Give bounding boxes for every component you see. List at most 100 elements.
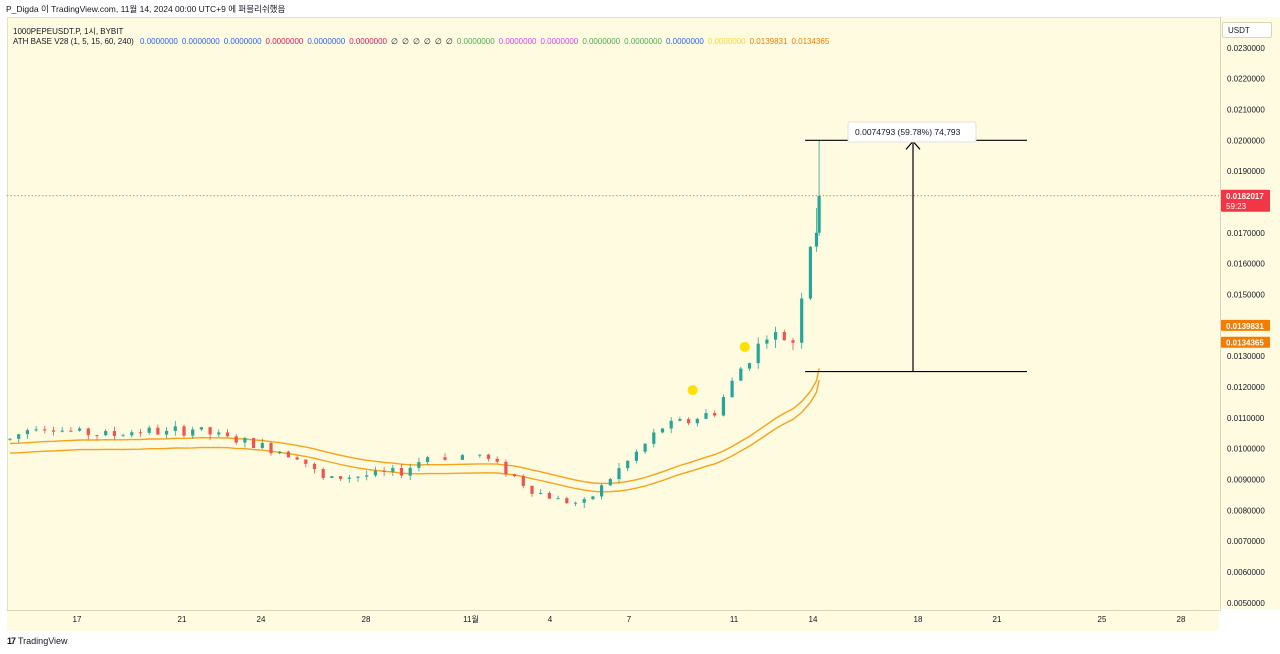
candle-body: [60, 430, 64, 432]
candle-body: [399, 467, 404, 476]
candle-body: [721, 397, 725, 416]
candle-body: [521, 476, 525, 486]
ma-band-upper: [9, 368, 820, 485]
price-tick-label: 0.0210000: [1227, 106, 1265, 115]
indicator-value: ∅: [445, 37, 453, 46]
candle-body: [504, 461, 508, 475]
price-tick-label: 0.0090000: [1227, 476, 1265, 485]
candle-body: [591, 496, 595, 500]
candle-body: [217, 432, 221, 435]
candle-body: [756, 343, 760, 364]
indicator-value: 0.0000000: [665, 37, 704, 46]
candle-body: [51, 430, 56, 432]
indicator-values: 0.0000000 0.0000000 0.0000000 0.0000000 0.00…: [140, 37, 833, 46]
candle-body: [199, 427, 203, 430]
candle-body: [495, 458, 499, 462]
candle-body: [486, 454, 491, 459]
candle-body: [565, 498, 569, 504]
time-tick-label: 21: [993, 615, 1002, 624]
candle-body: [817, 195, 821, 233]
candle-body: [191, 429, 195, 436]
candle-body: [626, 460, 630, 469]
candle-body: [643, 443, 647, 452]
candle-body: [573, 502, 578, 504]
tradingview-brand: TradingView: [18, 636, 68, 646]
candle-body: [765, 339, 769, 344]
candle-body: [138, 432, 143, 434]
tradingview-logo-icon: 17: [7, 636, 16, 646]
candle-body: [321, 469, 325, 478]
indicator-value: 0.0000000: [181, 37, 220, 46]
time-tick-label: 7: [627, 615, 632, 624]
price-tick-label: 0.0220000: [1227, 75, 1265, 84]
time-tick-label: 18: [914, 615, 923, 624]
indicator-price-label: 0.0134365: [1226, 339, 1264, 348]
candle-body: [747, 363, 752, 369]
time-tick-label: 11월: [463, 614, 479, 624]
currency-unit-label[interactable]: USDT: [1222, 22, 1272, 38]
candle-body: [286, 451, 290, 458]
price-tick-label: 0.0230000: [1227, 44, 1265, 53]
candle-body: [800, 298, 804, 343]
candle-body: [539, 492, 543, 494]
candle-body: [704, 413, 708, 419]
candle-body: [252, 438, 256, 449]
price-tick-label: 0.0170000: [1227, 229, 1265, 238]
candle-body: [234, 436, 238, 443]
indicator-value: 0.0000000: [456, 37, 495, 46]
candle-body: [243, 438, 247, 443]
candle-body: [17, 434, 21, 439]
candle-body: [25, 430, 29, 435]
price-tick-label: 0.0120000: [1227, 383, 1265, 392]
candle-body: [417, 462, 421, 468]
candle-body: [147, 427, 151, 433]
price-axis[interactable]: [1220, 17, 1280, 609]
candle-body: [34, 429, 38, 431]
candle-body: [687, 419, 691, 424]
indicator-value: 0.0000000: [707, 37, 746, 46]
time-tick-label: 28: [362, 615, 371, 624]
candle-body: [791, 340, 795, 343]
candle-body: [86, 428, 90, 436]
price-tick-label: 0.0200000: [1227, 136, 1265, 145]
candle-body: [104, 431, 108, 436]
chart-pane[interactable]: [7, 17, 1221, 611]
candle-body: [678, 419, 682, 421]
candle-body: [774, 332, 778, 340]
indicator-value: ∅: [423, 37, 431, 46]
candle-body: [426, 457, 430, 463]
candle-body: [347, 477, 351, 479]
price-tick-label: 0.0160000: [1227, 260, 1265, 269]
candle-body: [713, 413, 717, 416]
symbol-legend[interactable]: 1000PEPEUSDT.P, 1시, BYBIT: [13, 27, 124, 36]
candle-body: [382, 470, 386, 472]
time-tick-label: 28: [1177, 615, 1186, 624]
candle-body: [513, 474, 517, 477]
candle-body: [69, 430, 73, 432]
price-tick-label: 0.0130000: [1227, 352, 1265, 361]
time-tick-label: 21: [178, 615, 187, 624]
candle-body: [356, 476, 360, 478]
candle-body: [278, 451, 282, 454]
indicator-price-label-bg: [1221, 319, 1270, 331]
candle-body: [121, 435, 125, 437]
candle-body: [478, 454, 482, 456]
indicator-value: 0.0000000: [265, 37, 304, 46]
candle-body: [182, 426, 186, 436]
indicator-value: 0.0134365: [791, 37, 830, 46]
indicator-value: 0.0000000: [223, 37, 262, 46]
time-tick-label: 4: [548, 615, 553, 624]
candle-body: [391, 467, 395, 472]
indicator-value: 0.0000000: [349, 37, 388, 46]
candle-body: [582, 499, 586, 503]
time-axis[interactable]: [7, 610, 1219, 631]
candle-body: [8, 438, 12, 440]
indicator-legend[interactable]: ATH BASE V28 (1, 5, 15, 60, 240) 0.00000…: [13, 37, 837, 46]
candle-body: [208, 427, 212, 435]
price-tick-label: 0.0100000: [1227, 445, 1265, 454]
candle-body: [112, 431, 116, 436]
measure-label-box: [847, 121, 977, 143]
candle-body: [295, 457, 299, 460]
time-tick-label: 11: [730, 615, 739, 624]
candle-body: [652, 432, 656, 444]
